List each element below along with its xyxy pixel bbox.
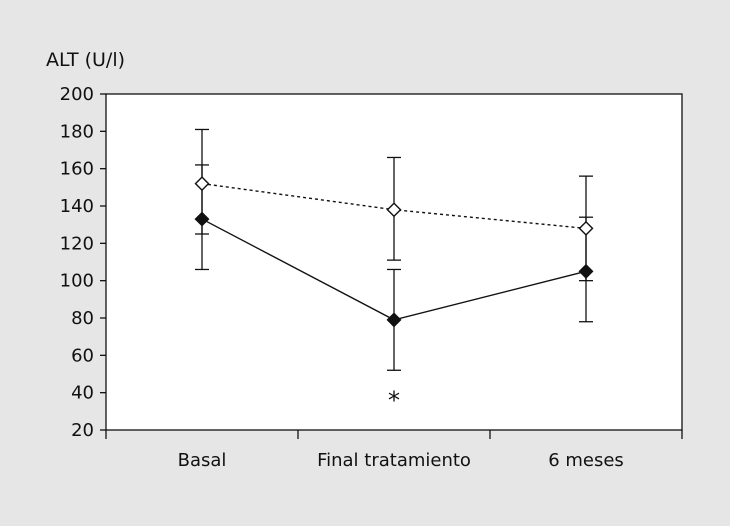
open-diamond-marker (194, 176, 210, 192)
filled-diamond-marker (386, 312, 402, 328)
x-tick-label: 6 meses (548, 450, 624, 471)
y-tick-label: 160 (60, 159, 94, 180)
y-tick-label: 180 (60, 121, 94, 142)
series-2 (194, 128, 594, 282)
y-tick-label: 100 (60, 271, 94, 292)
y-tick-label: 20 (71, 420, 94, 441)
y-tick-label: 140 (60, 196, 94, 217)
y-tick-label: 120 (60, 233, 94, 254)
y-tick-label: 60 (71, 345, 94, 366)
y-tick-label: 40 (71, 383, 94, 404)
open-diamond-marker (578, 220, 594, 236)
y-axis-label: ALT (U/l) (46, 49, 125, 71)
y-tick-label: 80 (71, 308, 94, 329)
plot-border (105, 93, 683, 431)
x-tick-label: Final tratamiento (317, 450, 471, 471)
series-1 (194, 164, 594, 371)
annotation-layer: * (388, 386, 400, 414)
axes: 20 40 60 80 100 120 140 160 180 200 Basal Final tra… (60, 84, 683, 471)
x-tick-label: Basal (178, 450, 227, 471)
series-layer (194, 128, 594, 371)
significance-asterisk: * (388, 386, 400, 414)
plot-area (106, 94, 682, 430)
y-tick-label: 200 (60, 84, 94, 105)
open-diamond-marker (386, 202, 402, 218)
